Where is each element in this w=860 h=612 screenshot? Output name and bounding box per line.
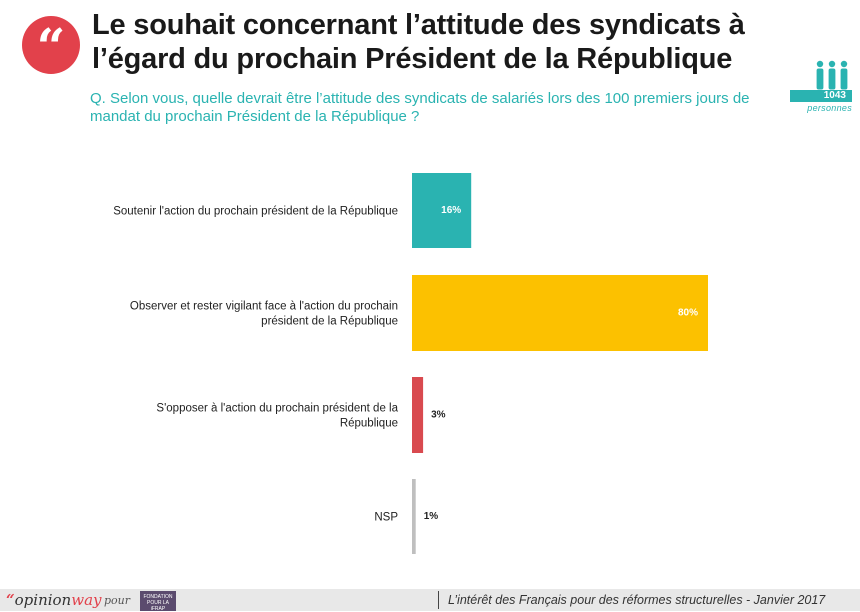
partner-line1: FONDATION POUR LA xyxy=(143,594,173,606)
footer-bar: “opinionway pour FONDATION POUR LA iFRAP … xyxy=(0,589,860,612)
page-title: Le souhait concernant l’attitude des syn… xyxy=(92,9,745,75)
brand-opinion: opinion xyxy=(14,591,72,609)
sample-count: 1043 xyxy=(790,90,852,102)
opinionway-logo: “opinionway xyxy=(6,591,102,609)
footer-caption: L’intérêt des Français pour des réformes… xyxy=(448,593,826,607)
bar-3 xyxy=(412,377,424,453)
pour-label: pour xyxy=(104,594,131,607)
category-label-3: S'opposer à l'action du prochain préside… xyxy=(156,403,398,430)
brand-quote: “ xyxy=(6,591,15,609)
category-label-4: NSP xyxy=(374,512,398,524)
partner-line2: iFRAP xyxy=(150,606,166,612)
quote-glyph: “ xyxy=(36,17,66,76)
category-label-1: Soutenir l'action du prochain président … xyxy=(113,206,398,218)
bar-1 xyxy=(412,173,472,248)
value-label-4: 1% xyxy=(424,511,439,522)
bar-4 xyxy=(412,479,416,554)
value-label-3: 3% xyxy=(431,410,446,421)
value-label-1: 16% xyxy=(441,205,461,216)
bar-2 xyxy=(412,275,708,351)
brand-way: way xyxy=(71,591,102,609)
quote-icon: “ xyxy=(22,16,80,76)
people-icon xyxy=(816,60,848,90)
footer-separator xyxy=(438,591,439,609)
sample-size-badge: 1043 personnes xyxy=(790,60,852,116)
value-label-2: 80% xyxy=(678,308,698,319)
sample-unit: personnes xyxy=(807,103,852,113)
ifrap-logo: FONDATION POUR LA iFRAP xyxy=(140,591,176,612)
category-label-2: Observer et rester vigilant face à l'act… xyxy=(130,301,398,328)
survey-question: Q. Selon vous, quelle devrait être l’att… xyxy=(90,90,750,125)
